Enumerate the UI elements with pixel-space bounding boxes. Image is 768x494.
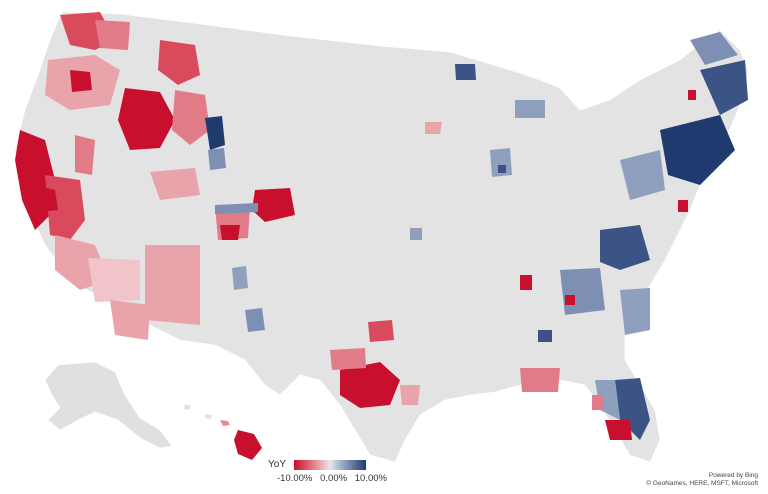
region-pacific-northwest [45, 12, 210, 150]
legend-max-label: 10.00% [354, 473, 387, 484]
legend-mid-label: 0.00% [320, 473, 348, 484]
region-arizona [88, 245, 200, 340]
region-idaho-blue [205, 116, 225, 150]
legend-min-label: -10.00% [277, 473, 313, 484]
region-texas [330, 320, 420, 408]
region-colorado [215, 188, 295, 240]
copyright-text: © GeoNames, HERE, MSFT, Microsoft [646, 480, 758, 487]
alaska-shape [44, 361, 173, 449]
region-midwest [410, 100, 560, 392]
region-california [15, 130, 110, 290]
powered-by-text: Powered by Bing [708, 472, 758, 479]
region-great-basin [150, 168, 200, 200]
legend-labels: -10.00% 0.00% 10.00% [277, 473, 387, 484]
region-florida [592, 378, 650, 440]
hawaii-islands [184, 404, 262, 460]
map-attribution: Powered by Bing © GeoNames, HERE, MSFT, … [646, 472, 758, 488]
legend-color-scale [294, 460, 366, 470]
legend-title: YoY [268, 459, 286, 470]
region-northeast [620, 32, 748, 212]
region-southeast [560, 225, 650, 335]
